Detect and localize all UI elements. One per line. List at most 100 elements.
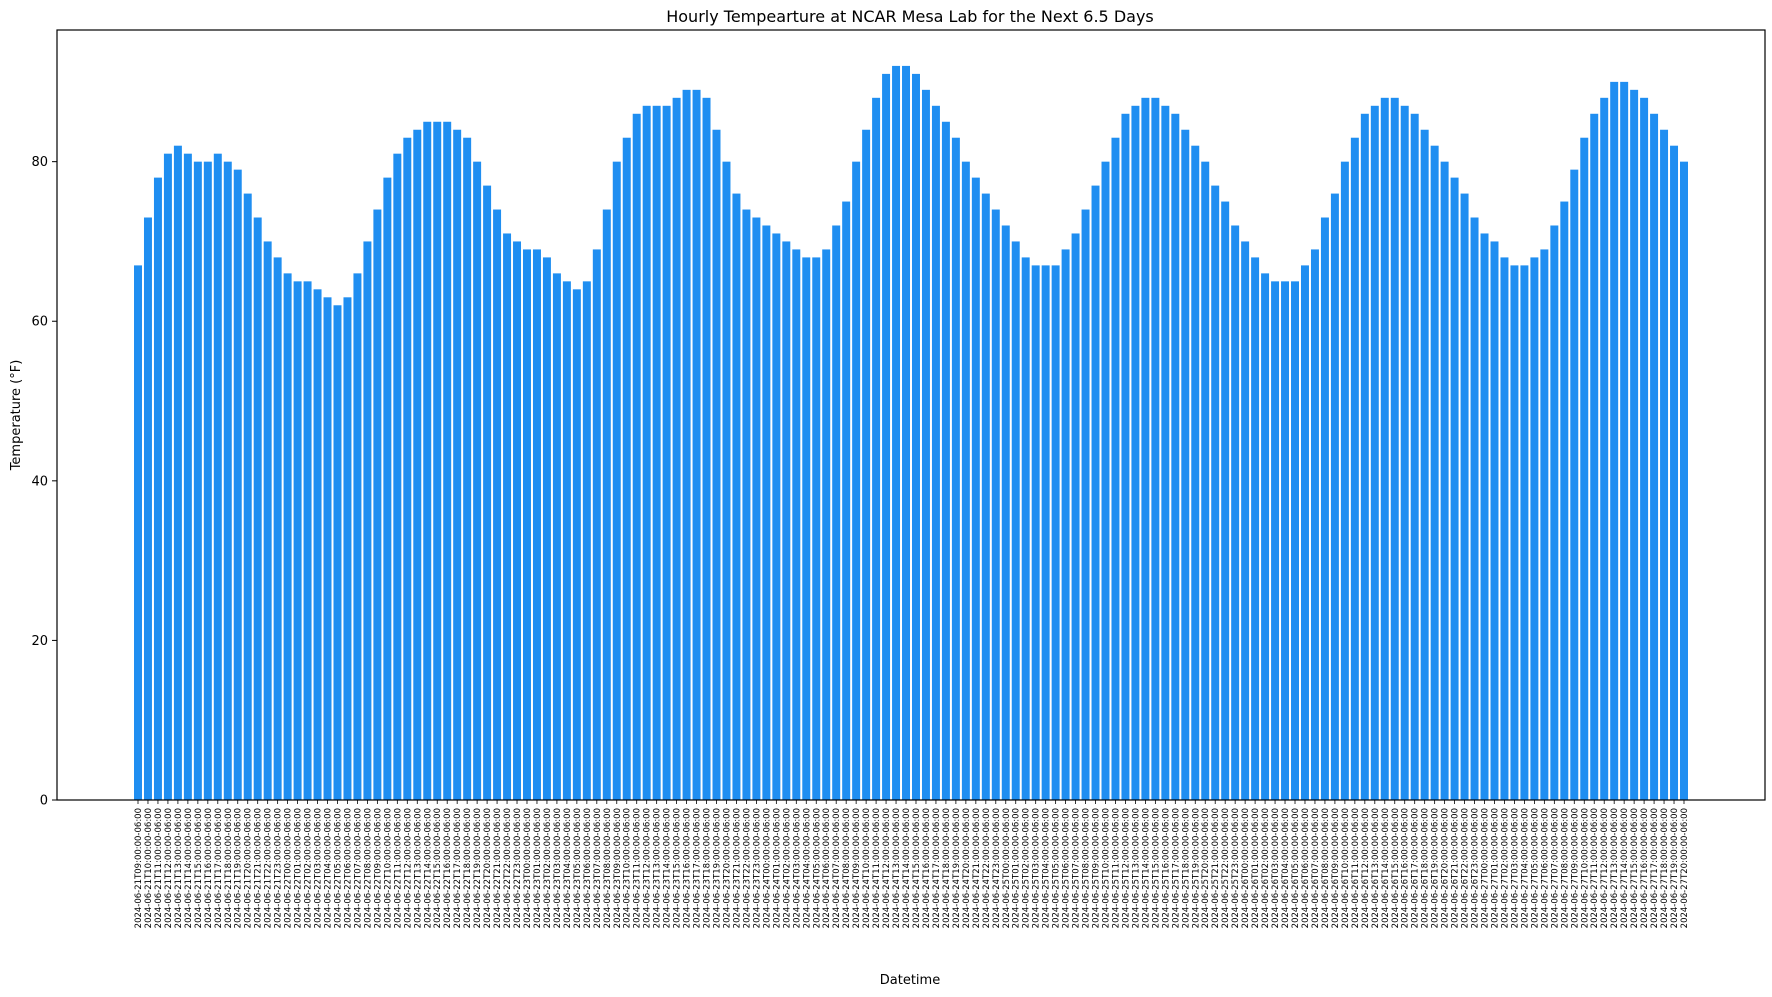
x-tick-label: 2024-06-24T18:00:00-06:00 (942, 808, 952, 928)
bar (1081, 209, 1090, 800)
x-tick-label: 2024-06-26T02:00:00-06:00 (1261, 808, 1271, 928)
bar (862, 129, 871, 801)
x-tick-label: 2024-06-23T11:00:00-06:00 (633, 808, 643, 928)
x-tick-label: 2024-06-22T11:00:00-06:00 (393, 808, 403, 928)
x-tick-label: 2024-06-22T21:00:00-06:00 (493, 808, 503, 928)
x-tick-label: 2024-06-26T14:00:00-06:00 (1381, 808, 1391, 928)
bar (353, 273, 362, 800)
bar (1241, 241, 1250, 800)
x-tick-label: 2024-06-23T05:00:00-06:00 (573, 808, 583, 928)
x-tick-label: 2024-06-22T12:00:00-06:00 (403, 808, 413, 928)
bar (1201, 161, 1210, 800)
bar (572, 289, 581, 800)
x-tick-label: 2024-06-24T03:00:00-06:00 (792, 808, 802, 928)
bar (393, 153, 402, 800)
bar (1470, 217, 1479, 800)
x-tick-label: 2024-06-26T15:00:00-06:00 (1391, 808, 1401, 928)
x-tick-label: 2024-06-21T12:00:00-06:00 (164, 808, 174, 928)
bar (1101, 161, 1110, 800)
bar (642, 105, 651, 801)
bar (921, 89, 930, 801)
x-tick-label: 2024-06-23T08:00:00-06:00 (603, 808, 613, 928)
bar (941, 121, 950, 800)
x-tick-label: 2024-06-21T18:00:00-06:00 (224, 808, 234, 928)
y-tick-label: 60 (31, 315, 48, 330)
bar (293, 281, 302, 801)
bar (1400, 105, 1409, 801)
bar (702, 97, 711, 800)
x-tick-label: 2024-06-26T12:00:00-06:00 (1361, 808, 1371, 928)
x-tick-label: 2024-06-25T16:00:00-06:00 (1161, 808, 1171, 928)
bar (902, 65, 910, 800)
bar (233, 169, 242, 800)
x-tick-label: 2024-06-22T06:00:00-06:00 (343, 808, 353, 928)
bar (812, 257, 821, 800)
bar (872, 97, 881, 800)
bar (1091, 185, 1100, 801)
bar (822, 249, 831, 800)
bar (513, 241, 522, 800)
x-tick-label: 2024-06-26T23:00:00-06:00 (1471, 808, 1481, 928)
x-tick-label: 2024-06-27T01:00:00-06:00 (1490, 808, 1500, 928)
bar (1021, 257, 1030, 800)
bar (612, 161, 621, 800)
x-tick-label: 2024-06-22T22:00:00-06:00 (503, 808, 513, 928)
x-tick-label: 2024-06-22T04:00:00-06:00 (324, 808, 334, 928)
x-tick-label: 2024-06-25T07:00:00-06:00 (1072, 808, 1082, 928)
x-tick-label: 2024-06-22T19:00:00-06:00 (473, 808, 483, 928)
x-tick-label: 2024-06-26T01:00:00-06:00 (1251, 808, 1261, 928)
x-tick-label: 2024-06-23T16:00:00-06:00 (683, 808, 693, 928)
x-tick-label: 2024-06-26T18:00:00-06:00 (1421, 808, 1431, 928)
x-tick-label: 2024-06-24T04:00:00-06:00 (802, 808, 812, 928)
bar (1480, 233, 1489, 801)
x-tick-label: 2024-06-25T21:00:00-06:00 (1211, 808, 1221, 928)
x-tick-label: 2024-06-26T21:00:00-06:00 (1451, 808, 1461, 928)
bar (1540, 249, 1549, 800)
y-tick-label: 80 (31, 155, 48, 170)
bar (1320, 217, 1329, 800)
x-tick-label: 2024-06-27T18:00:00-06:00 (1660, 808, 1670, 928)
x-tick-label: 2024-06-27T07:00:00-06:00 (1550, 808, 1560, 928)
x-tick-label: 2024-06-21T09:00:00-06:00 (134, 808, 144, 928)
x-tick-label: 2024-06-21T14:00:00-06:00 (184, 808, 194, 928)
bar (592, 249, 601, 800)
bar (562, 281, 571, 801)
x-tick-label: 2024-06-27T19:00:00-06:00 (1670, 808, 1680, 928)
bar (542, 257, 551, 800)
bar (163, 153, 172, 800)
x-tick-label: 2024-06-21T10:00:00-06:00 (144, 808, 154, 928)
bar (423, 121, 432, 800)
bar (1660, 129, 1669, 801)
bar (1221, 201, 1230, 801)
x-tick-label: 2024-06-26T10:00:00-06:00 (1341, 808, 1351, 928)
x-tick-label: 2024-06-24T06:00:00-06:00 (822, 808, 832, 928)
x-tick-label: 2024-06-23T09:00:00-06:00 (613, 808, 623, 928)
x-tick-label: 2024-06-23T22:00:00-06:00 (742, 808, 752, 928)
x-tick-label: 2024-06-22T15:00:00-06:00 (433, 808, 443, 928)
bar (712, 129, 721, 801)
bar (842, 201, 851, 801)
bar (473, 161, 482, 800)
bar (882, 73, 891, 800)
bar (1370, 105, 1379, 801)
bar (1600, 97, 1609, 800)
bar (213, 153, 222, 800)
x-tick-label: 2024-06-26T06:00:00-06:00 (1301, 808, 1311, 928)
bar (1141, 97, 1150, 800)
bar (1031, 265, 1040, 800)
bar (1161, 105, 1170, 801)
bar (1350, 137, 1359, 801)
bar (1121, 113, 1130, 800)
bar (1440, 161, 1449, 800)
x-tick-label: 2024-06-23T06:00:00-06:00 (583, 808, 593, 928)
y-axis-label: Temperature (°F) (9, 360, 24, 472)
bar (912, 73, 920, 800)
bar (413, 129, 422, 801)
bar (1011, 241, 1020, 800)
x-tick-label: 2024-06-26T09:00:00-06:00 (1331, 808, 1341, 928)
x-tick-label: 2024-06-25T15:00:00-06:00 (1151, 808, 1161, 928)
bar (143, 217, 152, 800)
bar (1490, 241, 1499, 800)
x-tick-label: 2024-06-21T15:00:00-06:00 (194, 808, 204, 928)
bar (1211, 185, 1220, 801)
